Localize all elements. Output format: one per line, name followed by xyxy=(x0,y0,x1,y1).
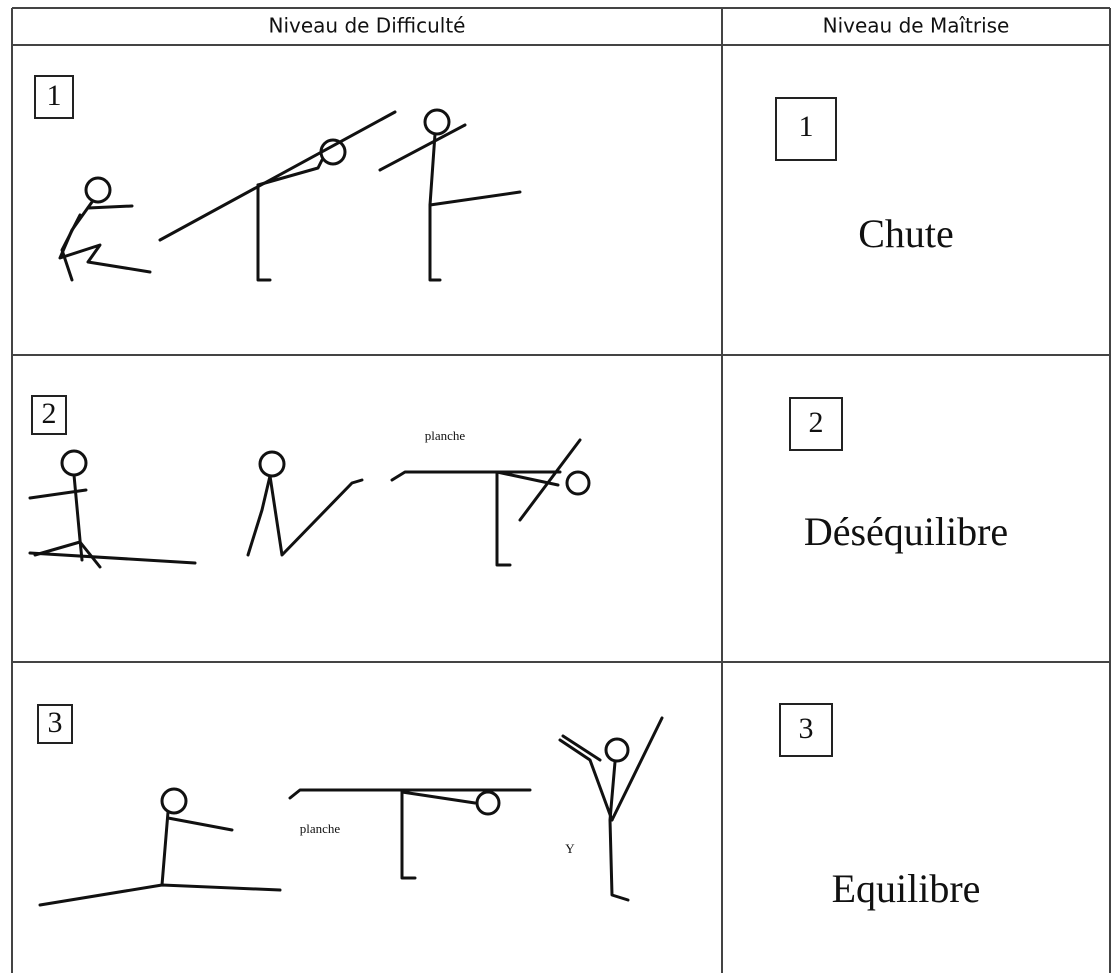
figure-label: planche xyxy=(425,428,466,443)
difficulty-number: 1 xyxy=(47,79,62,112)
stick-figures xyxy=(58,108,522,282)
difficulty-number: 3 xyxy=(48,706,63,739)
number-box xyxy=(789,397,843,451)
number-box xyxy=(779,703,833,757)
mastery-number: 3 xyxy=(799,712,814,745)
mastery-label: Chute xyxy=(858,211,954,256)
header-cell: Niveau de Difficulté xyxy=(269,14,466,38)
mastery-number: 1 xyxy=(799,110,814,143)
number-box xyxy=(37,704,73,744)
header-cell: Niveau de Maîtrise xyxy=(823,14,1010,38)
mastery-label: Déséquilibre xyxy=(804,509,1008,554)
mastery-number: 2 xyxy=(809,406,824,439)
mastery-label: Equilibre xyxy=(832,866,981,911)
table-grid xyxy=(11,7,1111,973)
figure-label: planche xyxy=(300,821,341,836)
stick-figures xyxy=(28,438,591,569)
figure-label: Y xyxy=(565,841,575,856)
number-box xyxy=(34,75,74,119)
difficulty-number: 2 xyxy=(42,397,57,430)
stick-figures xyxy=(38,716,664,907)
number-box xyxy=(31,395,67,435)
number-box xyxy=(775,97,837,161)
